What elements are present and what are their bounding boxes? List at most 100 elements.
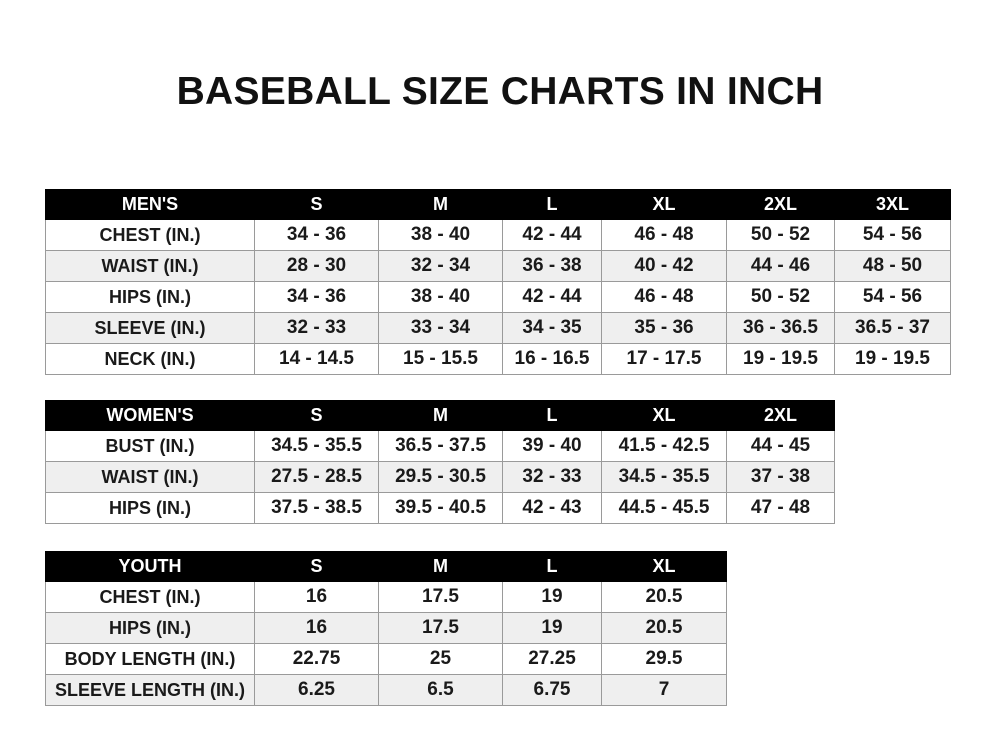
size-header: M <box>378 551 503 582</box>
table-row: HIPS (IN.) 37.5 - 38.5 39.5 - 40.5 42 - 43 4… <box>45 492 835 524</box>
size-header: XL <box>601 400 727 431</box>
table-row: WAIST (IN.) 28 - 30 32 - 34 36 - 38 40 - 42 4… <box>45 250 951 282</box>
size-value: 25 <box>378 643 503 675</box>
size-header: S <box>254 400 379 431</box>
measurement-label: HIPS (IN.) <box>45 281 255 313</box>
size-value: 36 - 38 <box>502 250 602 282</box>
size-value: 20.5 <box>601 612 727 644</box>
measurement-label: CHEST (IN.) <box>45 219 255 251</box>
size-value: 6.25 <box>254 674 379 706</box>
size-value: 47 - 48 <box>726 492 835 524</box>
size-value: 48 - 50 <box>834 250 951 282</box>
size-value: 44 - 46 <box>726 250 835 282</box>
size-value: 54 - 56 <box>834 219 951 251</box>
size-header: XL <box>601 551 727 582</box>
measurement-label: CHEST (IN.) <box>45 581 255 613</box>
measurement-label: NECK (IN.) <box>45 343 255 375</box>
measurement-label: SLEEVE (IN.) <box>45 312 255 344</box>
header-row: WOMEN'S S M L XL 2XL <box>45 400 835 431</box>
size-value: 34 - 36 <box>254 219 379 251</box>
size-value: 42 - 43 <box>502 492 602 524</box>
size-value: 50 - 52 <box>726 281 835 313</box>
size-header: L <box>502 400 602 431</box>
category-header: YOUTH <box>45 551 255 582</box>
table-row: HIPS (IN.) 16 17.5 19 20.5 <box>45 612 727 644</box>
size-value: 37 - 38 <box>726 461 835 493</box>
women-size-table: WOMEN'S S M L XL 2XL BUST (IN.) 34.5 - 35.5 36.5… <box>45 400 835 524</box>
men-size-table: MEN'S S M L XL 2XL 3XL CHEST (IN.) 34 - 36 38 - 4… <box>45 189 951 375</box>
size-value: 38 - 40 <box>378 281 503 313</box>
size-value: 19 - 19.5 <box>834 343 951 375</box>
header-row: YOUTH S M L XL <box>45 551 727 582</box>
size-value: 20.5 <box>601 581 727 613</box>
header-row: MEN'S S M L XL 2XL 3XL <box>45 189 951 220</box>
size-value: 36.5 - 37.5 <box>378 430 503 462</box>
table-row: SLEEVE (IN.) 32 - 33 33 - 34 34 - 35 35 - 36… <box>45 312 951 344</box>
measurement-label: HIPS (IN.) <box>45 612 255 644</box>
table-row: BODY LENGTH (IN.) 22.75 25 27.25 29.5 <box>45 643 727 675</box>
size-value: 35 - 36 <box>601 312 727 344</box>
size-header: S <box>254 551 379 582</box>
size-value: 40 - 42 <box>601 250 727 282</box>
size-header: XL <box>601 189 727 220</box>
size-value: 32 - 34 <box>378 250 503 282</box>
size-value: 46 - 48 <box>601 281 727 313</box>
size-value: 33 - 34 <box>378 312 503 344</box>
table-row: NECK (IN.) 14 - 14.5 15 - 15.5 16 - 16.5 17 … <box>45 343 951 375</box>
size-value: 17.5 <box>378 612 503 644</box>
measurement-label: WAIST (IN.) <box>45 250 255 282</box>
size-value: 34.5 - 35.5 <box>601 461 727 493</box>
size-value: 6.75 <box>502 674 602 706</box>
size-value: 17.5 <box>378 581 503 613</box>
size-value: 44 - 45 <box>726 430 835 462</box>
size-value: 39.5 - 40.5 <box>378 492 503 524</box>
table-row: CHEST (IN.) 16 17.5 19 20.5 <box>45 581 727 613</box>
size-value: 42 - 44 <box>502 219 602 251</box>
size-value: 32 - 33 <box>502 461 602 493</box>
size-value: 32 - 33 <box>254 312 379 344</box>
measurement-label: SLEEVE LENGTH (IN.) <box>45 674 255 706</box>
size-value: 34.5 - 35.5 <box>254 430 379 462</box>
size-value: 19 <box>502 612 602 644</box>
size-value: 29.5 - 30.5 <box>378 461 503 493</box>
size-value: 34 - 36 <box>254 281 379 313</box>
page-title: BASEBALL SIZE CHARTS IN INCH <box>176 70 824 113</box>
size-header: L <box>502 551 602 582</box>
size-header: L <box>502 189 602 220</box>
size-value: 19 <box>502 581 602 613</box>
youth-size-table: YOUTH S M L XL CHEST (IN.) 16 17.5 19 20.5 HIPS (I… <box>45 551 727 706</box>
size-value: 27.25 <box>502 643 602 675</box>
size-value: 44.5 - 45.5 <box>601 492 727 524</box>
size-value: 54 - 56 <box>834 281 951 313</box>
size-value: 38 - 40 <box>378 219 503 251</box>
size-value: 27.5 - 28.5 <box>254 461 379 493</box>
size-value: 7 <box>601 674 727 706</box>
size-value: 17 - 17.5 <box>601 343 727 375</box>
size-value: 19 - 19.5 <box>726 343 835 375</box>
size-value: 22.75 <box>254 643 379 675</box>
size-header: S <box>254 189 379 220</box>
size-value: 36 - 36.5 <box>726 312 835 344</box>
size-header: 2XL <box>726 400 835 431</box>
size-value: 37.5 - 38.5 <box>254 492 379 524</box>
size-value: 29.5 <box>601 643 727 675</box>
size-value: 16 <box>254 581 379 613</box>
size-value: 16 <box>254 612 379 644</box>
size-value: 41.5 - 42.5 <box>601 430 727 462</box>
category-header: WOMEN'S <box>45 400 255 431</box>
size-header: M <box>378 400 503 431</box>
table-row: SLEEVE LENGTH (IN.) 6.25 6.5 6.75 7 <box>45 674 727 706</box>
size-header: 3XL <box>834 189 951 220</box>
measurement-label: HIPS (IN.) <box>45 492 255 524</box>
size-header: M <box>378 189 503 220</box>
size-value: 50 - 52 <box>726 219 835 251</box>
table-row: BUST (IN.) 34.5 - 35.5 36.5 - 37.5 39 - 40 4… <box>45 430 835 462</box>
table-row: HIPS (IN.) 34 - 36 38 - 40 42 - 44 46 - 48 50… <box>45 281 951 313</box>
size-value: 42 - 44 <box>502 281 602 313</box>
measurement-label: WAIST (IN.) <box>45 461 255 493</box>
size-value: 28 - 30 <box>254 250 379 282</box>
size-value: 36.5 - 37 <box>834 312 951 344</box>
size-value: 15 - 15.5 <box>378 343 503 375</box>
table-row: WAIST (IN.) 27.5 - 28.5 29.5 - 30.5 32 - 33… <box>45 461 835 493</box>
measurement-label: BODY LENGTH (IN.) <box>45 643 255 675</box>
